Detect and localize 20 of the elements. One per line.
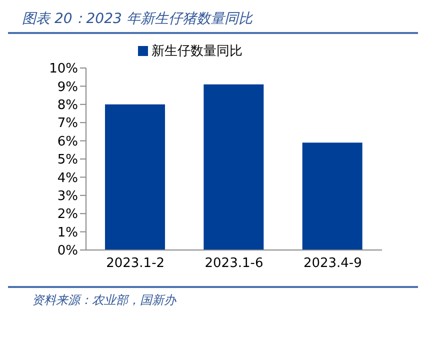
bar: [204, 84, 264, 250]
legend-label: 新生仔数量同比: [152, 44, 242, 59]
x-tick-label: 2023.1-6: [204, 256, 264, 272]
y-tick-label: 8%: [57, 98, 78, 114]
text: 资料来源：农业部，国新办: [32, 292, 178, 309]
y-tick-label: 5%: [57, 152, 78, 168]
y-tick-label: 1%: [57, 225, 78, 240]
y-tick-label: 7%: [57, 116, 78, 132]
y-tick-label: 4%: [57, 170, 78, 186]
y-tick-label: 3%: [57, 189, 78, 204]
bar: [105, 104, 165, 250]
y-tick-label: 6%: [57, 134, 78, 150]
x-tick-label: 2023.4-9: [303, 256, 362, 272]
y-tick-label: 2%: [57, 207, 78, 222]
chart-title: 图表 20：2023 年新生仔猪数量同比: [8, 8, 418, 34]
x-tick-label: 2023.1-2: [106, 256, 165, 272]
y-tick-label: 0%: [57, 244, 78, 259]
y-tick-label: 10%: [49, 62, 78, 77]
y-tick-label: 9%: [57, 80, 78, 95]
bar: [302, 142, 362, 250]
